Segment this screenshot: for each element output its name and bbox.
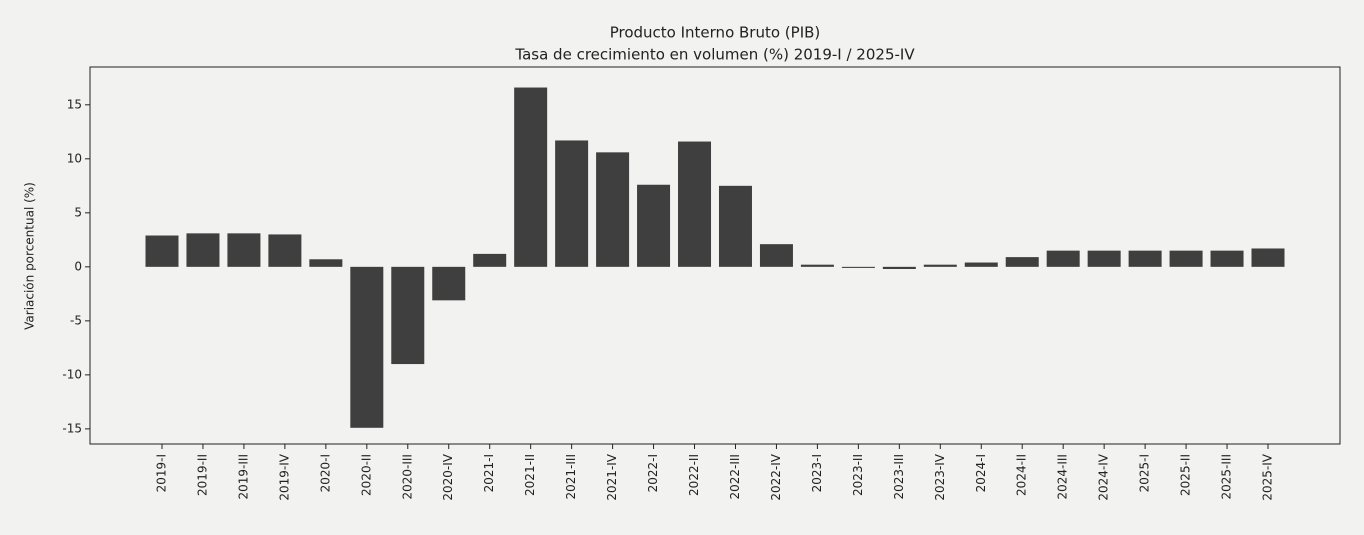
bar [1087, 250, 1121, 267]
x-tick-label: 2023-I [810, 454, 824, 492]
x-tick-label: 2022-II [687, 454, 701, 496]
bar [637, 184, 671, 267]
bar [514, 87, 548, 267]
bar [759, 244, 793, 267]
plot-frame [89, 66, 1341, 445]
x-tick-label: 2022-IV [769, 453, 783, 500]
y-tick-label: 0 [74, 259, 82, 273]
bar [678, 141, 712, 267]
y-tick-label: -15 [62, 421, 82, 435]
x-tick-label: 2022-III [728, 454, 742, 500]
x-tick-label: 2020-II [359, 454, 373, 496]
bar [1251, 248, 1285, 267]
x-tick-label: 2019-I [155, 454, 169, 492]
bar [350, 266, 384, 428]
bar [1128, 250, 1162, 267]
bar [1005, 257, 1039, 267]
x-tick-label: 2025-III [1220, 454, 1234, 500]
y-tick-label: -5 [70, 313, 82, 327]
x-tick-label: 2019-IV [277, 453, 291, 500]
bar [882, 266, 916, 270]
x-tick-label: 2023-III [892, 454, 906, 500]
bar [964, 262, 998, 267]
x-tick-label: 2024-II [1015, 454, 1029, 496]
bar [432, 266, 466, 301]
x-tick-label: 2020-III [400, 454, 414, 500]
bar [1169, 250, 1203, 267]
x-tick-label: 2023-II [851, 454, 865, 496]
x-tick-label: 2019-III [236, 454, 250, 500]
x-tick-label: 2020-I [318, 454, 332, 492]
x-tick-label: 2025-IV [1261, 453, 1275, 500]
y-tick-label: -10 [62, 367, 82, 381]
bar [227, 233, 261, 267]
x-tick-label: 2021-II [523, 454, 537, 496]
bar [800, 264, 834, 267]
bar [309, 259, 343, 267]
chart-title: Producto Interno Bruto (PIB) [610, 24, 821, 42]
bar [473, 253, 507, 267]
bar [186, 233, 220, 267]
bar [1210, 250, 1244, 267]
bar [145, 235, 179, 267]
x-tick-label: 2023-IV [933, 453, 947, 500]
y-tick-label: 10 [67, 151, 82, 165]
x-tick-label: 2024-IV [1097, 453, 1111, 500]
bar [555, 140, 589, 267]
x-tick-label: 2019-II [195, 454, 209, 496]
x-tick-label: 2022-I [646, 454, 660, 492]
y-tick-label: 15 [67, 97, 82, 111]
y-tick-label: 5 [74, 205, 82, 219]
x-tick-label: 2025-I [1138, 454, 1152, 492]
x-tick-label: 2021-I [482, 454, 496, 492]
x-tick-label: 2021-IV [605, 453, 619, 500]
x-tick-label: 2021-III [564, 454, 578, 500]
bar [841, 266, 875, 268]
bar [1046, 250, 1080, 267]
x-tick-label: 2024-III [1056, 454, 1070, 500]
x-tick-label: 2024-I [974, 454, 988, 492]
y-axis-label: Variación porcentual (%) [23, 182, 37, 330]
bar [923, 264, 957, 267]
bar [718, 185, 752, 267]
bar [596, 152, 630, 267]
bar [391, 266, 425, 365]
x-tick-label: 2020-IV [441, 453, 455, 500]
bar [268, 234, 302, 267]
x-tick-label: 2025-II [1179, 454, 1193, 496]
chart-subtitle: Tasa de crecimiento en volumen (%) 2019-… [514, 46, 915, 64]
